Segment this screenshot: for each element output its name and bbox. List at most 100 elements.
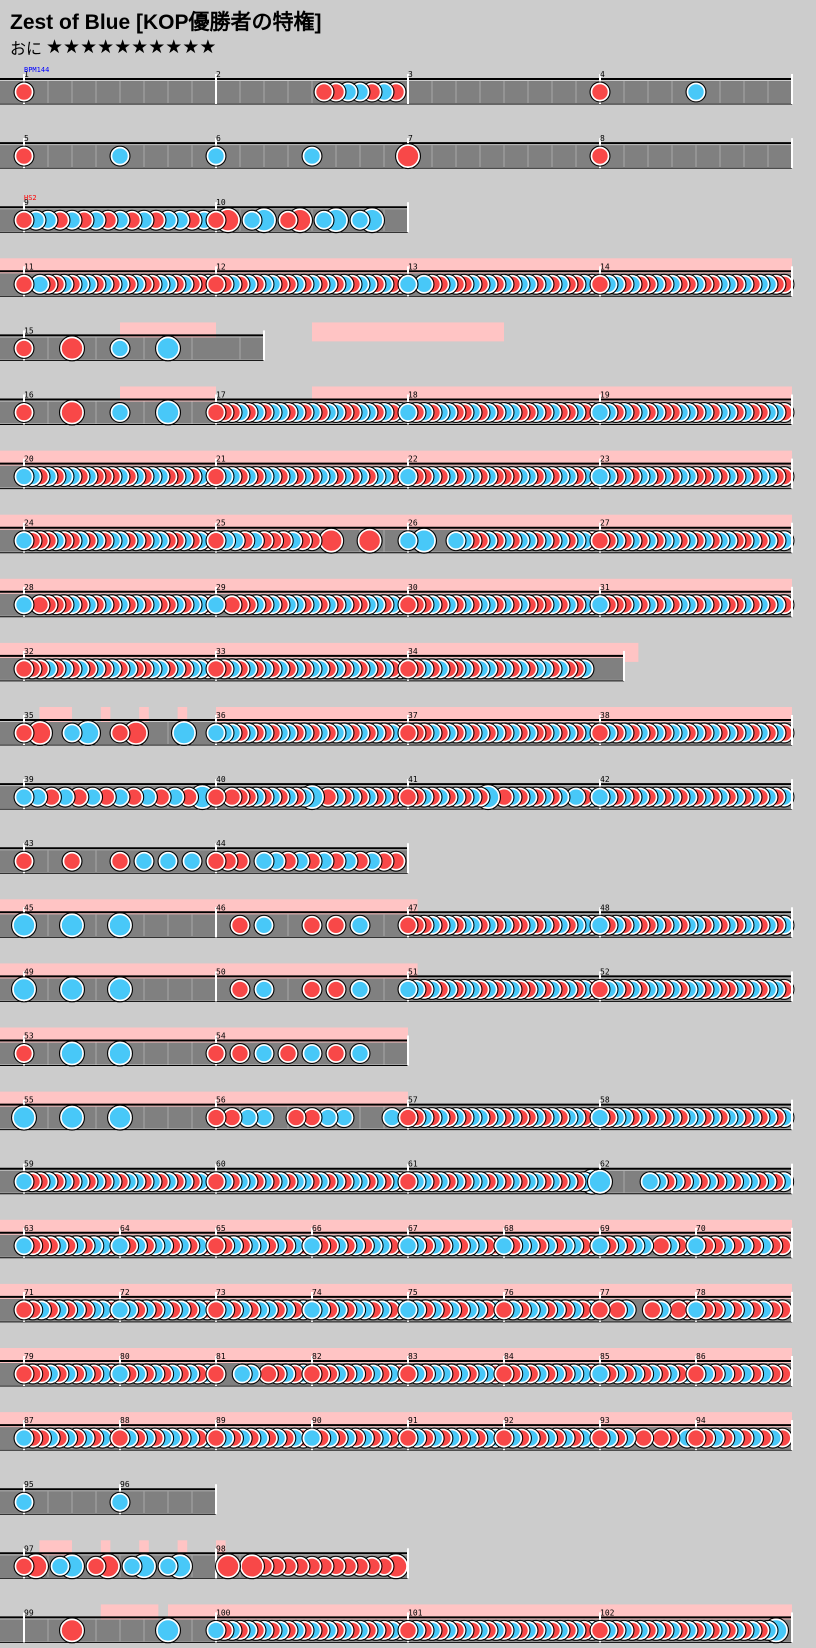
- don-note: [259, 1364, 278, 1384]
- note-outline: [493, 1363, 515, 1385]
- note-outline: [253, 850, 275, 872]
- don-note: [590, 82, 610, 102]
- note-outline: [13, 273, 35, 295]
- measure-number: 82: [312, 1352, 322, 1361]
- ka-note: [398, 1236, 418, 1256]
- note-outline: [205, 1619, 227, 1641]
- note-outline: [397, 1171, 419, 1193]
- measure-number: 65: [216, 1224, 226, 1233]
- note-outline: [13, 1299, 35, 1321]
- chart-row: 63 64 65 66 67 68 69 70: [0, 1219, 793, 1259]
- note-outline: [205, 1043, 227, 1064]
- don-note: [634, 1428, 653, 1448]
- measure-number: 23: [600, 455, 610, 464]
- go-go-time-band: [0, 1027, 408, 1047]
- note-outline: [205, 530, 227, 552]
- measure-number: 80: [120, 1352, 130, 1361]
- measure-number: 73: [216, 1288, 226, 1297]
- ka-note: [302, 1300, 322, 1320]
- measure-number: 34: [408, 647, 418, 656]
- note-outline: [301, 914, 323, 936]
- measure-number: 35: [24, 711, 34, 720]
- chart-row: 39 40 41 42: [0, 775, 795, 811]
- measure-number: 16: [24, 391, 34, 400]
- don-note: [86, 1557, 106, 1576]
- don-note: [590, 1300, 610, 1320]
- measure-number: 5: [24, 134, 29, 143]
- ka-note: [206, 595, 226, 615]
- difficulty-stars: ★★★★★★★★★★: [46, 36, 217, 58]
- note-outline: [59, 399, 85, 426]
- note-outline: [589, 978, 611, 1000]
- note-outline: [301, 1235, 323, 1257]
- chart-row: 43 44: [0, 839, 409, 874]
- big-don-note: [396, 144, 420, 168]
- big-ka-note: [12, 977, 36, 1002]
- don-note: [206, 1236, 226, 1256]
- note-outline: [205, 1171, 227, 1193]
- big-don-note: [60, 400, 84, 425]
- don-note: [398, 659, 418, 679]
- measure-number: 14: [600, 262, 610, 271]
- note-outline: [301, 145, 323, 167]
- note-outline: [109, 145, 131, 167]
- don-note: [14, 1557, 34, 1576]
- measure-number: 51: [408, 967, 418, 976]
- go-go-time-band: [312, 322, 504, 342]
- measure-number: 28: [24, 583, 34, 592]
- don-note: [398, 1108, 418, 1127]
- don-note: [14, 339, 34, 358]
- note-outline: [229, 1043, 251, 1064]
- note-outline: [397, 786, 419, 808]
- measure-number: 62: [600, 1160, 610, 1169]
- don-note: [230, 980, 250, 999]
- chart-row: 95 96: [0, 1480, 217, 1515]
- don-note: [686, 1428, 706, 1448]
- don-note: [206, 1428, 226, 1448]
- measure-number: 59: [24, 1160, 34, 1169]
- measure-number: 76: [504, 1288, 514, 1297]
- note-outline: [641, 1299, 663, 1321]
- don-note: [14, 1364, 34, 1384]
- go-go-time-band: [177, 707, 188, 726]
- go-go-time-band: [0, 258, 792, 278]
- measure-number: 91: [408, 1416, 418, 1425]
- measure-number: 96: [120, 1480, 130, 1489]
- note-outline: [13, 722, 35, 744]
- don-note: [14, 403, 34, 422]
- measure-number: 83: [408, 1352, 418, 1361]
- note-outline: [205, 402, 227, 423]
- ka-note: [62, 723, 82, 743]
- note-outline: [157, 850, 179, 872]
- don-note: [14, 1044, 34, 1063]
- chart-row: 15: [0, 322, 504, 362]
- note-outline: [13, 1043, 35, 1064]
- don-note: [590, 980, 610, 999]
- don-note: [110, 851, 130, 871]
- note-outline: [13, 209, 35, 231]
- go-go-time-band: [120, 386, 216, 406]
- measure-number: 19: [600, 391, 610, 400]
- note-outline: [205, 1299, 227, 1321]
- note-outline: [13, 81, 35, 103]
- measure-number: 40: [216, 775, 226, 784]
- chart-row: 11 12 13 14: [0, 258, 795, 297]
- ka-note: [110, 403, 130, 422]
- note-outline: [13, 658, 35, 680]
- note-outline: [13, 145, 35, 167]
- note-outline: [589, 466, 611, 488]
- ka-note: [242, 210, 262, 230]
- measure-number: 84: [504, 1352, 514, 1361]
- note-outline: [171, 720, 197, 746]
- ka-note: [686, 1236, 706, 1256]
- don-note: [686, 1364, 706, 1384]
- note-outline: [11, 912, 37, 939]
- measure-number: 44: [216, 839, 226, 848]
- note-outline: [397, 658, 419, 680]
- chart-row: 1 2 3 4: [0, 70, 793, 105]
- don-note: [206, 659, 226, 679]
- ka-note: [590, 403, 610, 422]
- measure-number: 85: [600, 1352, 610, 1361]
- note-outline: [229, 978, 251, 1000]
- measure-number: 33: [216, 647, 226, 656]
